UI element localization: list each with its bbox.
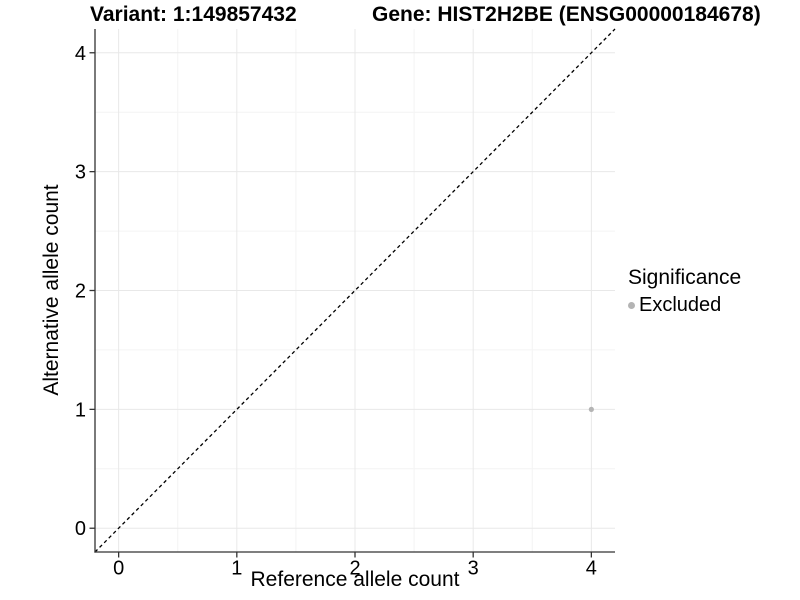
y-tick-label: 4 xyxy=(75,43,86,65)
plot-title-variant: Variant: 1:149857432 xyxy=(90,3,297,26)
y-tick-label: 1 xyxy=(75,399,86,421)
x-tick-label: 3 xyxy=(468,558,479,580)
legend-title: Significance xyxy=(628,266,742,289)
legend-item-excluded: Excluded xyxy=(628,293,741,317)
legend: Significance Excluded xyxy=(628,265,741,317)
y-tick-label: 2 xyxy=(75,281,86,303)
legend-point-icon xyxy=(628,301,635,309)
plot-title-gene: Gene: HIST2H2BE (ENSG00000184678) xyxy=(372,3,761,26)
x-axis-title: Reference allele count xyxy=(250,568,460,591)
x-tick-label: 4 xyxy=(586,558,597,580)
y-axis-title: Alternative allele count xyxy=(40,184,63,396)
data-point xyxy=(588,406,594,412)
x-tick-label: 2 xyxy=(349,558,360,580)
x-tick-label: 0 xyxy=(113,558,124,580)
y-tick-label: 0 xyxy=(75,518,86,540)
x-tick-label: 1 xyxy=(231,558,242,580)
y-tick-label: 3 xyxy=(75,162,86,184)
legend-item-label: Excluded xyxy=(639,294,722,316)
